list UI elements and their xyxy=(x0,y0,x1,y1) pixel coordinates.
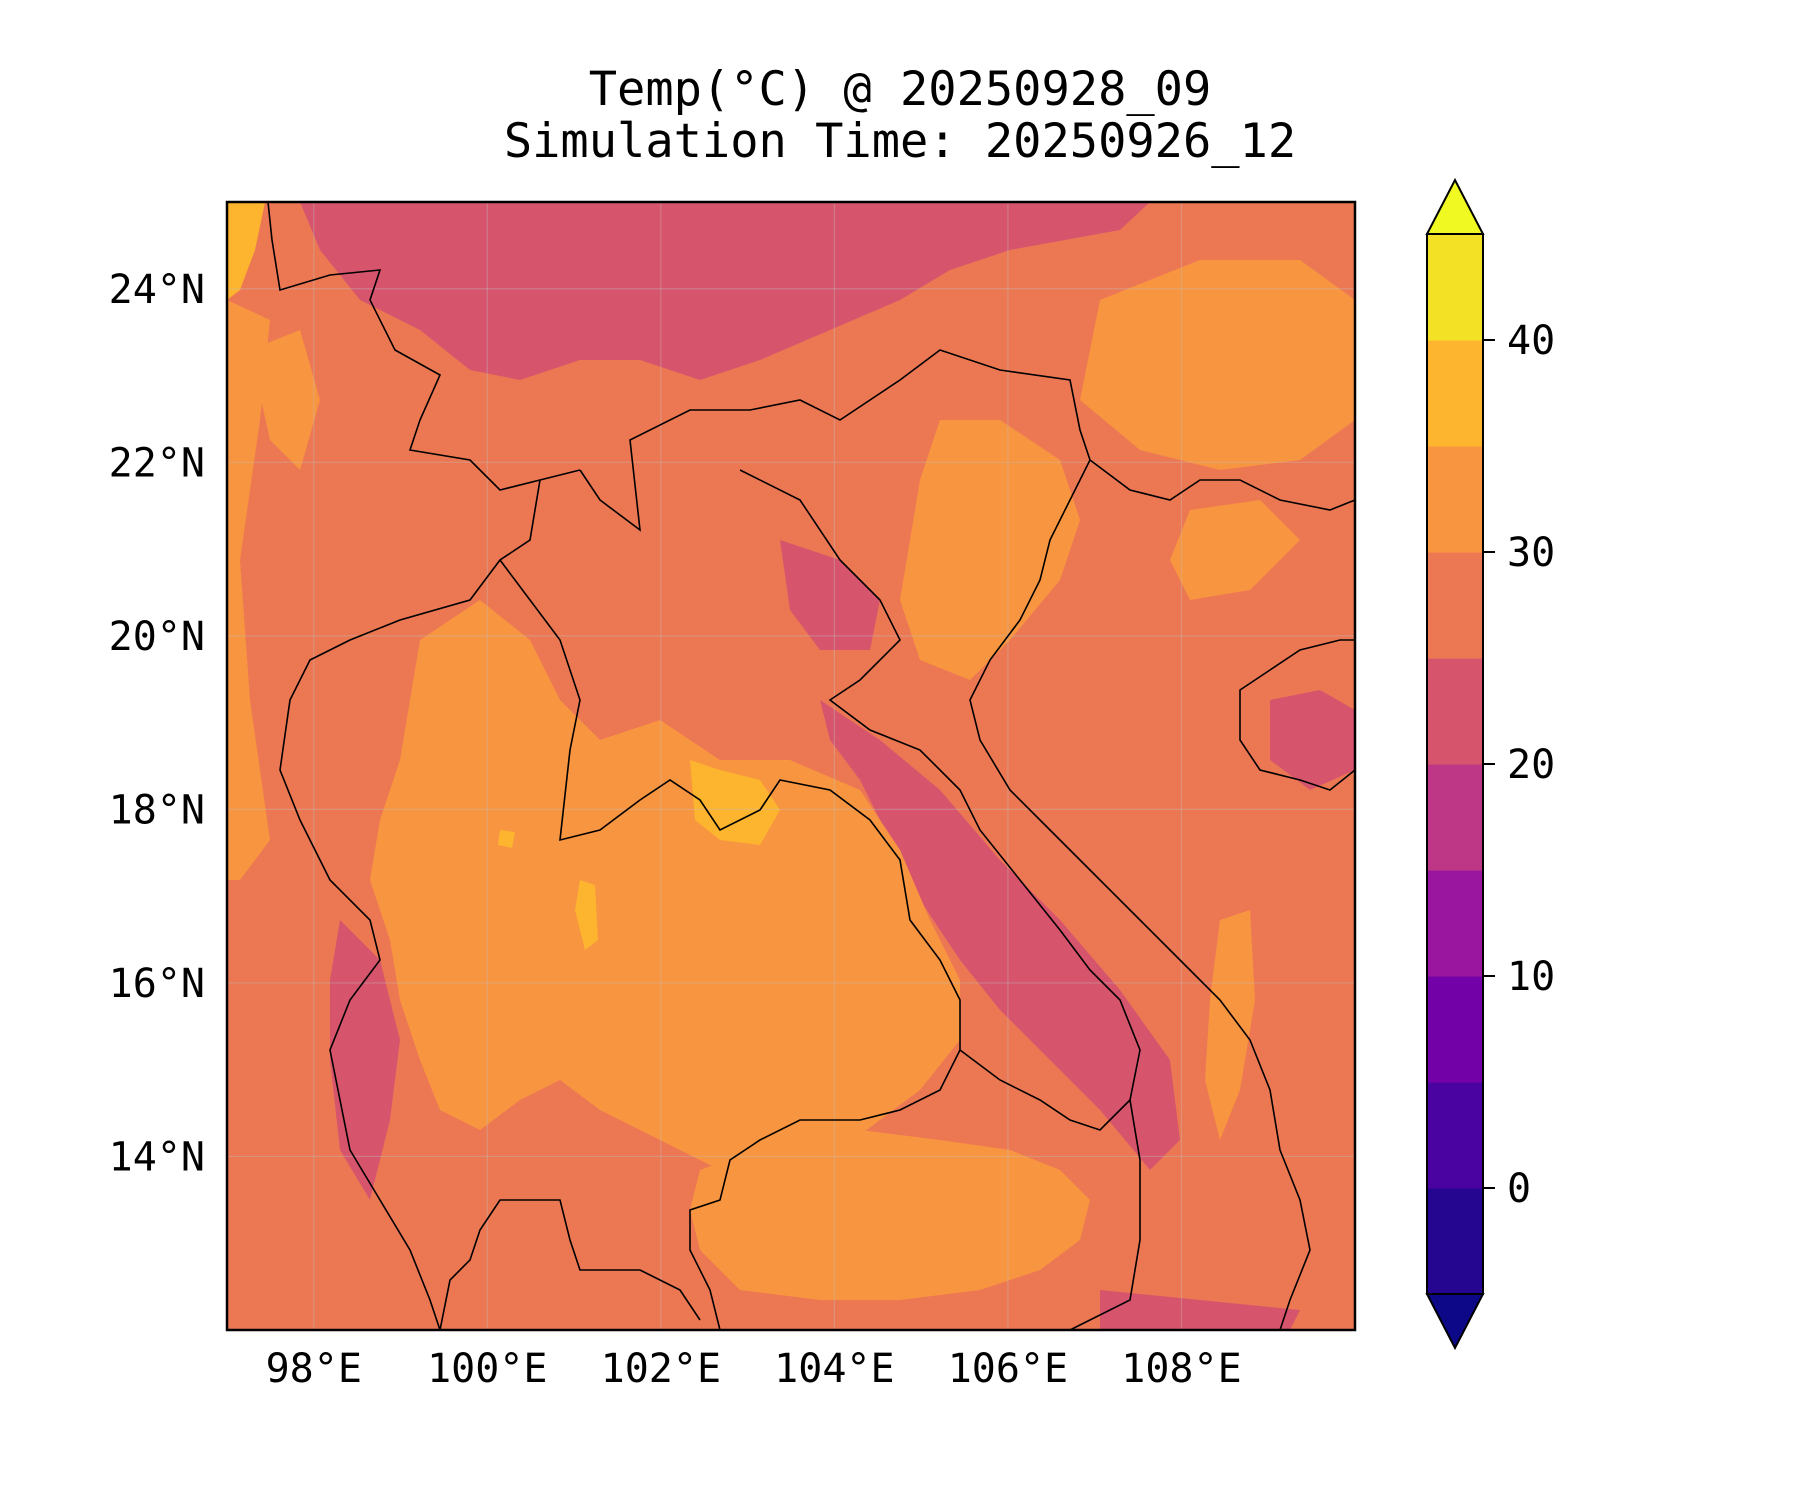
lat-tick-label: 24°N xyxy=(109,267,205,313)
colorbar-segment xyxy=(1427,1082,1483,1189)
temperature-band-30-35-gulf xyxy=(1170,500,1300,600)
temperature-band-30-35-cambodia xyxy=(690,1130,1090,1300)
temperature-band-30-35-north-strip xyxy=(250,330,320,470)
map-title-line2: Simulation Time: 20250926_12 xyxy=(503,114,1297,169)
lon-tick-label: 100°E xyxy=(427,1346,547,1392)
lat-tick-label: 18°N xyxy=(109,787,205,833)
temperature-band-30-35-red-river xyxy=(900,420,1080,680)
colorbar-tick-label: 30 xyxy=(1507,530,1555,576)
temperature-band-35-40-laos xyxy=(690,760,780,845)
temperature-band-35-40-west xyxy=(227,202,265,300)
map-panel xyxy=(227,202,1355,1330)
longitude-axis: 98°E 100°E 102°E 104°E 106°E 108°E xyxy=(266,1346,1242,1392)
lat-tick-label: 16°N xyxy=(109,961,205,1007)
border-thailand-laos xyxy=(499,559,961,1050)
lat-tick-label: 14°N xyxy=(109,1134,205,1180)
colorbar-segment xyxy=(1427,976,1483,1083)
lon-tick-label: 108°E xyxy=(1121,1346,1241,1392)
temperature-band-20-25-west xyxy=(330,920,400,1200)
colorbar-segment xyxy=(1427,234,1483,341)
map-gridlines xyxy=(227,202,1355,1330)
temperature-band-20-25-north xyxy=(300,202,1150,380)
colorbar-segment xyxy=(1427,552,1483,659)
colorbar-segment xyxy=(1427,446,1483,553)
temperature-band-35-40-spot1 xyxy=(575,880,598,950)
border-myanmar-china xyxy=(267,202,581,491)
temperature-band-30-35-west-edge xyxy=(227,300,270,880)
colorbar-segment xyxy=(1427,658,1483,765)
temperature-band-35-40-spot2 xyxy=(498,830,515,848)
coastline-thailand-gulf xyxy=(439,1199,701,1330)
lat-tick-label: 22°N xyxy=(109,440,205,486)
temperature-band-20-25-hainan xyxy=(1270,690,1355,790)
lat-tick-label: 20°N xyxy=(109,614,205,660)
map-title-line1: Temp(°C) @ 20250928_09 xyxy=(588,62,1212,117)
colorbar-tick-label: 20 xyxy=(1507,742,1555,788)
border-laos-vietnam xyxy=(739,469,1141,1101)
border-china-laos-vietnam xyxy=(579,349,1091,532)
temperature-band-20-25-laos xyxy=(780,540,880,650)
temperature-band-30-35-central xyxy=(370,600,960,1170)
map-frame xyxy=(225,200,1357,1332)
temperature-band-20-25-south xyxy=(1100,1290,1300,1330)
colorbar-tick-label: 0 xyxy=(1507,1166,1531,1212)
colorbar: 0 10 20 30 40 xyxy=(1425,177,1555,1351)
border-thailand-myanmar xyxy=(279,479,541,1330)
colorbar-segment xyxy=(1427,870,1483,977)
temperature-band-30-35-northeast xyxy=(1080,260,1355,470)
lon-tick-label: 104°E xyxy=(774,1346,894,1392)
colorbar-tick-label: 40 xyxy=(1507,318,1555,364)
temperature-band-30-35-coast xyxy=(1205,910,1255,1140)
coastline-vietnam xyxy=(969,459,1355,1330)
lon-tick-label: 102°E xyxy=(601,1346,721,1392)
temperature-band-20-25-annamite xyxy=(820,700,1180,1170)
border-cambodia xyxy=(689,1049,961,1330)
colorbar-tick-label: 10 xyxy=(1507,954,1555,1000)
border-cambodia-vietnam xyxy=(959,1049,1141,1330)
country-borders xyxy=(267,202,1355,1330)
colorbar-segment xyxy=(1427,1188,1483,1295)
coastline-hainan xyxy=(1239,639,1355,791)
colorbar-over-arrow xyxy=(1425,177,1485,235)
latitude-axis: 14°N 16°N 18°N 20°N 22°N 24°N xyxy=(109,267,205,1181)
colorbar-segment xyxy=(1427,764,1483,871)
lon-tick-label: 98°E xyxy=(266,1346,362,1392)
colorbar-segment xyxy=(1427,340,1483,447)
lon-tick-label: 106°E xyxy=(948,1346,1068,1392)
colorbar-under-arrow xyxy=(1425,1293,1485,1351)
